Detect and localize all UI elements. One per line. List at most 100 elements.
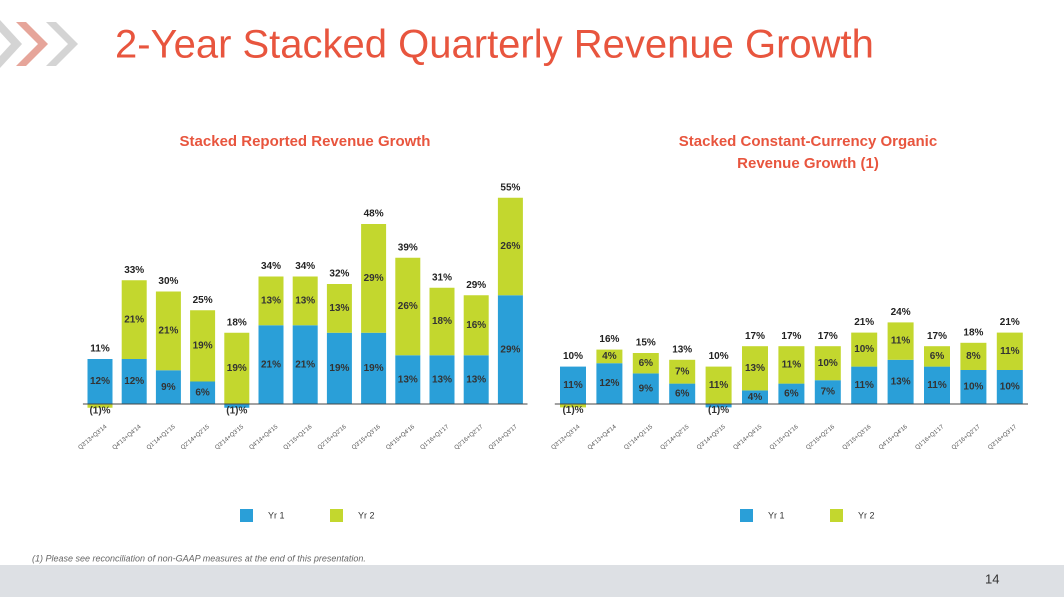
- bar-segment: [326, 284, 352, 333]
- total-label: 29%: [466, 280, 486, 291]
- total-label: 17%: [745, 331, 765, 342]
- data-label: 10%: [854, 344, 874, 355]
- data-label: 26%: [398, 301, 418, 312]
- data-label: 13%: [466, 374, 486, 385]
- bar-segment: [705, 404, 732, 408]
- bar-segment: [258, 276, 284, 326]
- total-label: 34%: [295, 261, 315, 272]
- slide-title: 2-Year Stacked Quarterly Revenue Growth: [115, 23, 874, 67]
- total-label: 15%: [636, 338, 656, 349]
- data-label: 10%: [1000, 382, 1020, 393]
- data-label: 10%: [818, 358, 838, 369]
- total-label: 10%: [709, 351, 729, 362]
- chart-title: Stacked Constant-Currency Organic Revenue…: [679, 133, 937, 172]
- total-label: 21%: [1000, 317, 1020, 328]
- bar-segment: [887, 322, 914, 360]
- bar-segment: [632, 373, 659, 404]
- total-label: 25%: [193, 295, 213, 306]
- total-label: 17%: [927, 331, 947, 342]
- bar-segment: [292, 276, 318, 326]
- data-label: 13%: [329, 303, 349, 314]
- data-label: 6%: [639, 358, 654, 369]
- bar-segment: [121, 280, 147, 359]
- total-label: 11%: [90, 344, 110, 355]
- data-label: 10%: [963, 382, 983, 393]
- data-label: (1)%: [226, 405, 247, 416]
- data-label: 4%: [602, 351, 617, 362]
- data-label: 11%: [854, 380, 874, 391]
- total-label: 39%: [398, 242, 418, 253]
- data-label: 13%: [295, 296, 315, 307]
- legend-swatch: [240, 509, 253, 522]
- legend-label: Yr 2: [358, 510, 375, 520]
- data-label: 8%: [966, 351, 981, 362]
- bar-segment: [224, 332, 250, 404]
- bar-segment: [924, 366, 950, 404]
- legend-label: Yr 1: [268, 510, 285, 520]
- logo: [0, 20, 78, 68]
- bar-segment: [463, 355, 489, 404]
- data-label: (1)%: [708, 405, 729, 416]
- bar-segment: [190, 381, 216, 404]
- data-label: 11%: [782, 360, 802, 371]
- bar-segment: [996, 370, 1023, 404]
- chart-title: Stacked Reported Revenue Growth: [180, 133, 431, 150]
- data-label: 11%: [891, 336, 911, 347]
- bar-segment: [742, 346, 768, 391]
- footer-band: [0, 565, 1064, 597]
- data-label: 7%: [675, 366, 690, 377]
- bar-segment: [669, 359, 696, 384]
- total-label: 18%: [963, 327, 983, 338]
- bar-segment: [395, 257, 421, 356]
- data-label: 11%: [563, 380, 583, 391]
- total-label: 10%: [563, 351, 583, 362]
- legend-swatch: [830, 509, 843, 522]
- data-label: 13%: [891, 377, 911, 388]
- bar-segment: [851, 366, 878, 404]
- bar-segment: [121, 359, 147, 404]
- legend-label: Yr 1: [768, 510, 785, 520]
- bar-segment: [960, 342, 987, 370]
- total-label: 31%: [432, 272, 452, 283]
- data-label: 21%: [124, 314, 144, 325]
- data-label: 7%: [821, 387, 836, 398]
- data-label: 6%: [784, 388, 799, 399]
- bar-segment: [155, 291, 181, 371]
- legend-swatch: [740, 509, 753, 522]
- total-label: 33%: [124, 265, 144, 276]
- total-label: 16%: [599, 334, 619, 345]
- bar-segment: [960, 370, 987, 404]
- bar-segment: [190, 310, 216, 382]
- total-label: 13%: [672, 344, 692, 355]
- bar-segment: [429, 355, 455, 404]
- total-label: 17%: [781, 331, 801, 342]
- data-label: 6%: [930, 351, 945, 362]
- data-label: 21%: [261, 359, 281, 370]
- total-label: 17%: [818, 331, 838, 342]
- data-label: (1)%: [562, 405, 583, 416]
- bar-segment: [778, 383, 805, 404]
- bar-segment: [497, 197, 523, 296]
- data-label: 12%: [90, 376, 110, 387]
- total-label: 30%: [158, 276, 178, 287]
- bar-segment: [669, 383, 696, 404]
- bar-segment: [224, 404, 250, 408]
- data-label: 12%: [124, 376, 144, 387]
- data-label: 29%: [500, 344, 520, 355]
- bar-segment: [851, 332, 878, 367]
- data-label: (1)%: [89, 405, 110, 416]
- bar-segment: [887, 359, 914, 404]
- bar-segment: [924, 346, 950, 367]
- bar-segment: [292, 325, 318, 404]
- page-number: 14: [985, 571, 999, 586]
- total-label: 24%: [891, 307, 911, 318]
- data-label: 11%: [1000, 346, 1020, 357]
- bar-segment: [560, 366, 586, 404]
- bar-segment: [596, 349, 623, 364]
- data-label: 19%: [193, 341, 213, 352]
- data-label: 19%: [227, 363, 247, 374]
- bar-segment: [705, 366, 732, 404]
- total-label: 18%: [227, 317, 247, 328]
